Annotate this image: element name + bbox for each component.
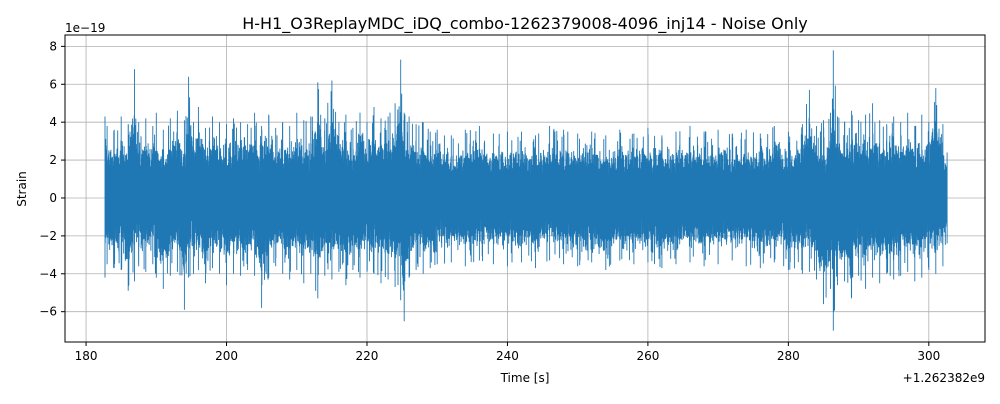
x-tick-label: 200 bbox=[215, 349, 238, 363]
x-offset-label: +1.262382e9 bbox=[903, 371, 985, 385]
chart-title: H-H1_O3ReplayMDC_iDQ_combo-1262379008-40… bbox=[242, 14, 808, 34]
y-axis-label: Strain bbox=[15, 171, 29, 207]
y-scale-label: 1e−19 bbox=[65, 21, 105, 35]
y-tick-label: 8 bbox=[49, 39, 57, 53]
y-tick-label: 6 bbox=[49, 77, 57, 91]
x-tick-label: 180 bbox=[75, 349, 98, 363]
y-tick-label: 0 bbox=[49, 191, 57, 205]
x-tick-label: 240 bbox=[496, 349, 519, 363]
x-axis-label: Time [s] bbox=[500, 371, 550, 385]
series-layer bbox=[104, 50, 948, 331]
y-tick-label: −2 bbox=[39, 229, 57, 243]
y-tick-label: 4 bbox=[49, 115, 57, 129]
x-tick-label: 280 bbox=[777, 349, 800, 363]
strain-series-line bbox=[104, 50, 948, 331]
x-tick-label: 220 bbox=[356, 349, 379, 363]
y-tick-label: 2 bbox=[49, 153, 57, 167]
axes-frame bbox=[64, 34, 986, 343]
x-tick-label: 300 bbox=[917, 349, 940, 363]
y-tick-label: −4 bbox=[39, 267, 57, 281]
tick-layer: 180 200 220 240 260 280 300 −6 −4 −2 0 2 4 6 8 bbox=[39, 39, 940, 363]
y-tick-label: −6 bbox=[39, 305, 57, 319]
x-tick-label: 260 bbox=[636, 349, 659, 363]
